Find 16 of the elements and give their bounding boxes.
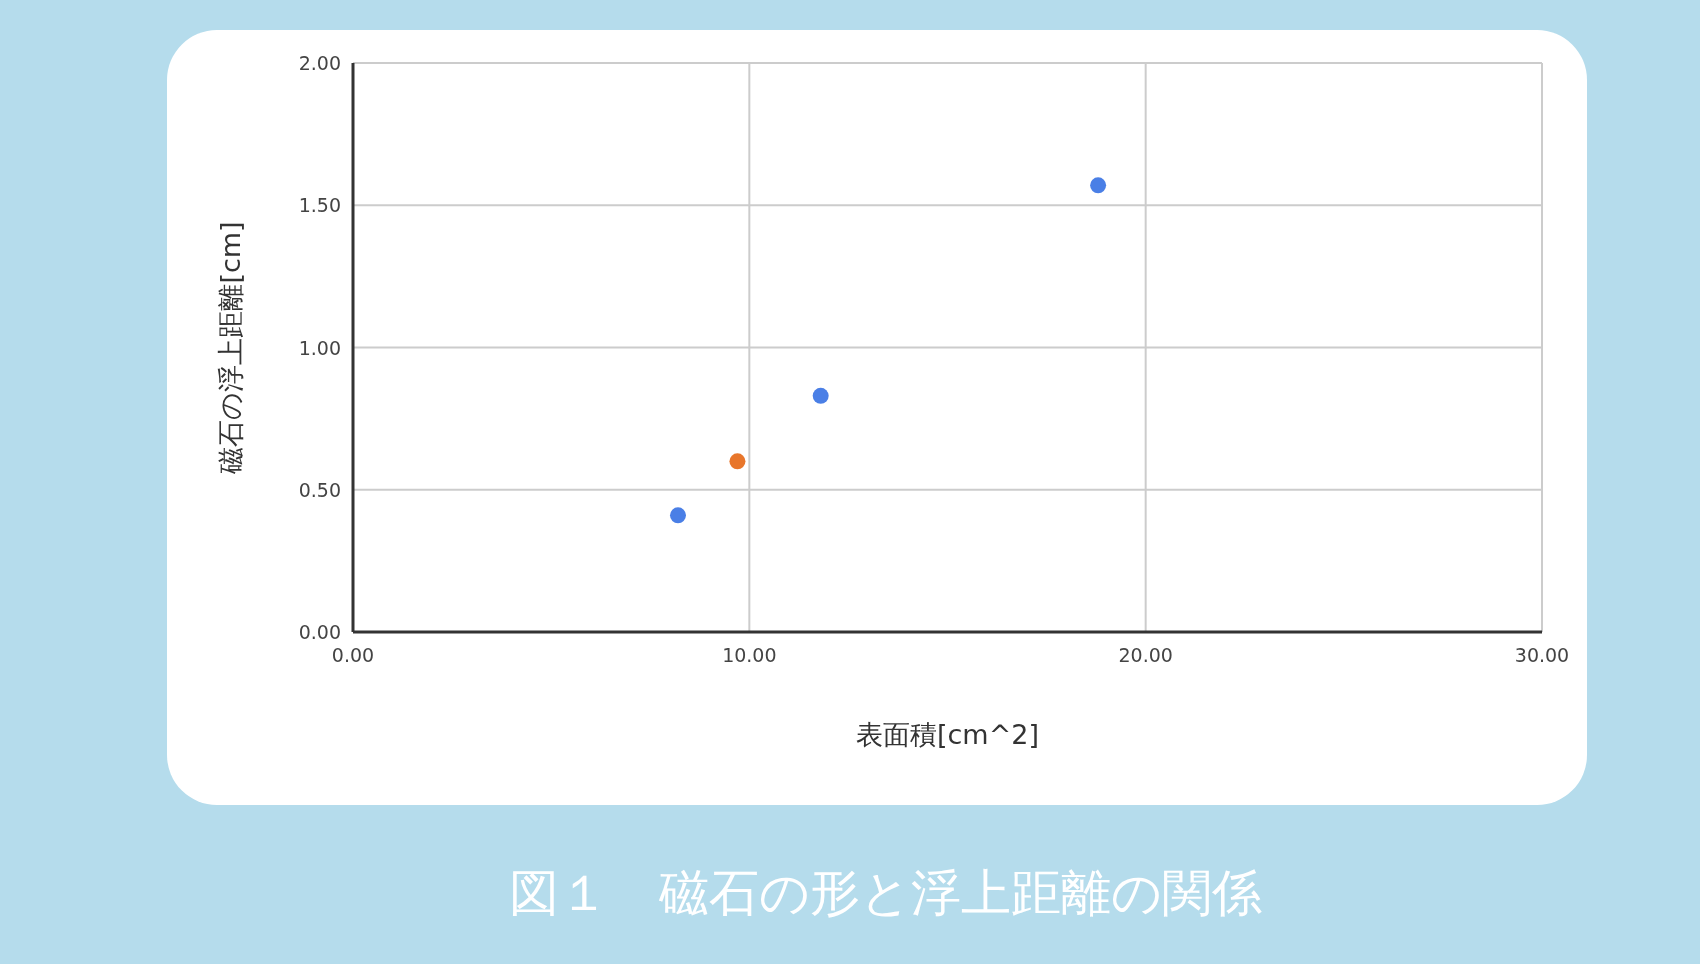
text: 図１ 磁石の形と浮上距離の関係 (508, 864, 1262, 922)
x-tick-label: 30.00 (1514, 644, 1570, 666)
point (729, 453, 746, 470)
x-tick-label: 0.00 (331, 644, 375, 666)
x-tick-label: 20.00 (1118, 644, 1173, 666)
y-tick-label: 1.50 (298, 194, 341, 217)
x-axis-title: 表面積[cm^2] (855, 719, 1040, 750)
y-axis-title: 磁石の浮上距離[cm] (215, 221, 246, 475)
x-tick-label: 10.00 (722, 644, 777, 666)
y-tick-label: 0.50 (298, 478, 341, 501)
y-tick-label: 0.00 (298, 621, 341, 643)
y-tick-label: 1.00 (298, 336, 341, 359)
point (812, 387, 829, 404)
point (1090, 177, 1107, 194)
point (669, 507, 686, 524)
y-tick-label: 2.00 (298, 52, 341, 74)
